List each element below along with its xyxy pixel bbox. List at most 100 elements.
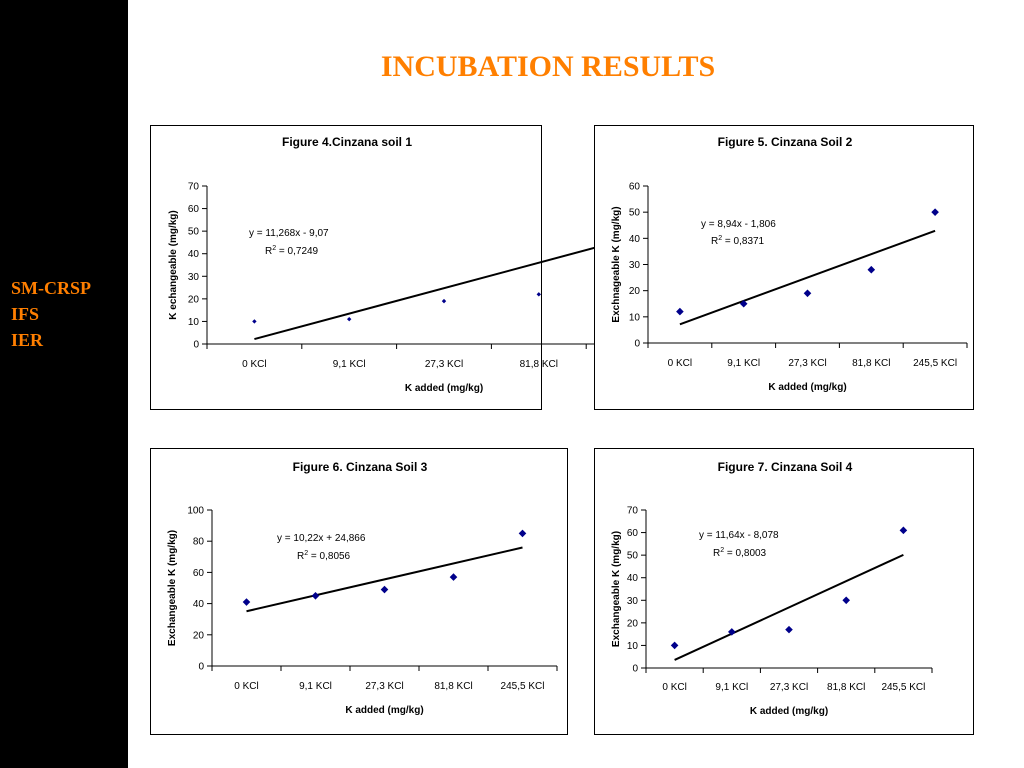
- scatter-chart-figure-5: Figure 5. Cinzana Soil 2 0 10 20 30 40 50 60 0 K…: [611, 135, 968, 393]
- data-point: [728, 628, 736, 636]
- y-tick-label: 50: [629, 208, 641, 219]
- y-tick-label: 0: [634, 339, 640, 350]
- chart-panel-figure-7: Figure 7. Cinzana Soil 4 0 10 20 30 40 50 60 70 0…: [594, 448, 974, 735]
- y-tick-label: 60: [629, 182, 641, 193]
- y-tick-label: 50: [627, 551, 639, 562]
- scatter-chart-figure-6: Figure 6. Cinzana Soil 3 0 20 40 60 80 100 0 KC…: [167, 460, 558, 716]
- y-tick-label: 30: [627, 596, 639, 607]
- x-tick-label: 0 KCl: [234, 681, 258, 692]
- y-tick-label: 70: [188, 182, 200, 193]
- x-tick-label: 0 KCl: [242, 359, 266, 370]
- x-tick-label: 81,8 KCl: [827, 682, 865, 693]
- y-tick-label: 40: [188, 249, 200, 260]
- sidebar-label-sm-crsp: SM-CRSP: [11, 278, 91, 298]
- chart-title: Figure 5. Cinzana Soil 2: [718, 135, 853, 149]
- data-point: [347, 316, 352, 322]
- data-point: [380, 585, 389, 594]
- x-tick-label: 27,3 KCl: [770, 682, 808, 693]
- data-point: [739, 299, 748, 308]
- data-point: [803, 289, 812, 298]
- x-tick-label: 245,5 KCl: [881, 682, 925, 693]
- y-axis-label: K echangeable (mg/kg): [168, 210, 179, 319]
- trendline-equation: y = 11,268x - 9,07: [249, 228, 329, 239]
- y-tick-label: 80: [193, 537, 205, 548]
- x-tick-label: 9,1 KCl: [715, 682, 748, 693]
- y-tick-label: 10: [629, 312, 641, 323]
- chart-panel-figure-4: Figure 4.Cinzana soil 1 0 10 20 30 40 50 60 70 0 …: [150, 125, 682, 410]
- trendline-equation: y = 8,94x - 1,806: [701, 219, 776, 230]
- y-tick-label: 20: [627, 618, 639, 629]
- y-tick-label: 40: [629, 234, 641, 245]
- scatter-chart-figure-7: Figure 7. Cinzana Soil 4 0 10 20 30 40 50 60 70 0…: [611, 460, 933, 717]
- data-point: [441, 298, 447, 304]
- y-tick-label: 60: [188, 204, 200, 215]
- y-tick-label: 0: [198, 662, 204, 673]
- x-tick-label: 9,1 KCl: [299, 681, 332, 692]
- data-point: [670, 641, 679, 650]
- trendline: [679, 229, 936, 326]
- x-tick-label: 9,1 KCl: [727, 358, 760, 369]
- chart-panel-figure-5: Figure 5. Cinzana Soil 2 0 10 20 30 40 50 60 0 K…: [594, 125, 974, 410]
- r-squared-label: R2 = 0,8056: [297, 550, 351, 562]
- y-tick-label: 50: [188, 227, 200, 238]
- x-tick-label: 245,5 KCl: [501, 681, 545, 692]
- chart-title: Figure 6. Cinzana Soil 3: [293, 460, 428, 474]
- r-squared-label: R2 = 0,8371: [711, 235, 765, 247]
- page-title: INCUBATION RESULTS: [380, 50, 716, 83]
- x-axis-label: K added (mg/kg): [750, 706, 828, 717]
- data-point: [242, 598, 251, 606]
- x-tick-label: 81,8 KCl: [852, 358, 890, 369]
- x-tick-label: 0 KCl: [668, 358, 692, 369]
- x-tick-label: 9,1 KCl: [333, 359, 366, 370]
- y-tick-label: 70: [627, 506, 639, 517]
- y-tick-label: 60: [193, 568, 205, 579]
- y-tick-label: 30: [629, 260, 641, 271]
- r-squared-label: R2 = 0,8003: [713, 547, 767, 559]
- chart-panel-figure-6: Figure 6. Cinzana Soil 3 0 20 40 60 80 100 0 KC…: [150, 448, 568, 735]
- x-tick-label: 27,3 KCl: [788, 358, 826, 369]
- chart-title: Figure 4.Cinzana soil 1: [282, 135, 412, 149]
- x-tick-label: 27,3 KCl: [425, 359, 463, 370]
- x-tick-label: 27,3 KCl: [365, 681, 403, 692]
- y-tick-label: 20: [629, 286, 641, 297]
- y-tick-label: 20: [193, 630, 205, 641]
- x-axis-label: K added (mg/kg): [345, 705, 423, 716]
- x-axis-label: K added (mg/kg): [768, 382, 846, 393]
- y-tick-label: 0: [632, 664, 638, 675]
- trendline: [674, 553, 904, 661]
- data-point: [449, 573, 458, 581]
- y-tick-label: 60: [627, 528, 639, 539]
- data-point: [536, 292, 541, 297]
- x-tick-label: 245,5 KCl: [913, 358, 957, 369]
- y-tick-label: 40: [193, 599, 205, 610]
- data-point: [785, 625, 793, 634]
- x-tick-label: 0 KCl: [662, 682, 686, 693]
- y-axis-label: Exchangeable K (mg/kg): [167, 530, 178, 646]
- x-tick-label: 81,8 KCl: [434, 681, 472, 692]
- sidebar-label-ier: IER: [11, 330, 44, 350]
- sidebar: SM-CRSP IFS IER: [0, 0, 128, 768]
- trendline: [246, 546, 523, 613]
- x-axis-label: K added (mg/kg): [405, 383, 483, 394]
- y-tick-label: 100: [187, 506, 204, 517]
- y-tick-label: 10: [188, 317, 200, 328]
- y-tick-label: 0: [193, 340, 199, 351]
- sidebar-label-ifs: IFS: [11, 304, 40, 324]
- scatter-chart-figure-4: Figure 4.Cinzana soil 1 0 10 20 30 40 50 60 70 0 …: [168, 135, 682, 394]
- data-point: [899, 526, 908, 535]
- data-point: [842, 596, 850, 605]
- y-tick-label: 30: [188, 272, 200, 283]
- y-axis-label: Exchangeable K (mg/kg): [611, 531, 622, 647]
- y-tick-label: 40: [627, 573, 639, 584]
- chart-title: Figure 7. Cinzana Soil 4: [718, 460, 853, 474]
- data-point: [676, 307, 684, 316]
- trendline-equation: y = 10,22x + 24,866: [277, 533, 366, 544]
- data-point: [867, 265, 876, 274]
- y-tick-label: 20: [188, 294, 200, 305]
- x-tick-label: 81,8 KCl: [520, 359, 558, 370]
- trendline: [254, 236, 634, 341]
- data-point: [311, 592, 320, 600]
- data-point: [931, 208, 939, 216]
- trendline-equation: y = 11,64x - 8,078: [699, 530, 779, 541]
- data-point: [518, 529, 527, 538]
